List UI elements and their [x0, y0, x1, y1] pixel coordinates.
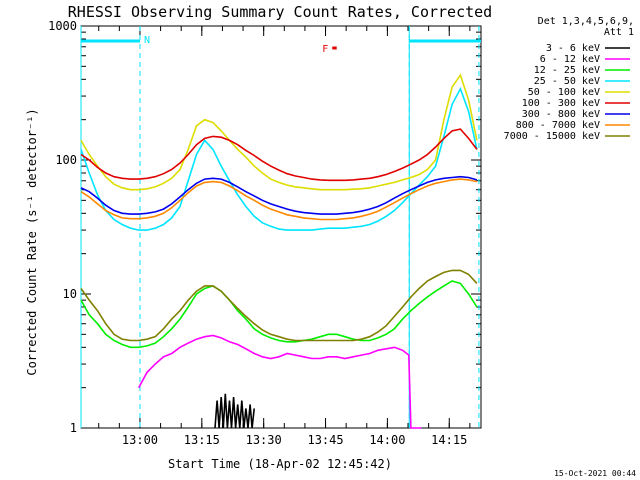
legend-header: Att 1: [604, 27, 634, 38]
series-line-0: [214, 393, 255, 429]
series-line-2: [80, 280, 478, 349]
flare-label: F: [322, 44, 328, 55]
legend-label: 50 - 100 keV: [528, 87, 600, 98]
y-tick-label: 1000: [48, 19, 77, 33]
legend-label: 800 - 7000 keV: [516, 120, 600, 131]
legend-label: 100 - 300 keV: [522, 98, 600, 109]
x-tick-label: 13:30: [246, 433, 282, 447]
series-line-6: [80, 175, 478, 215]
series-line-1: [137, 334, 422, 429]
footer-timestamp: 15-Oct-2021 00:44: [554, 469, 636, 478]
legend-label: 7000 - 15000 keV: [504, 131, 600, 142]
legend-label: 12 - 25 keV: [534, 65, 600, 76]
legend-label: 3 - 6 keV: [546, 43, 600, 54]
x-tick-label: 13:45: [307, 433, 343, 447]
series-line-8: [80, 269, 478, 342]
legend-label: 25 - 50 keV: [534, 76, 600, 87]
x-axis-label: Start Time (18-Apr-02 12:45:42): [168, 457, 392, 471]
series-line-4: [80, 73, 478, 191]
legend-label: 300 - 800 keV: [522, 109, 600, 120]
y-tick-label: 1: [70, 421, 77, 435]
series-line-5: [80, 128, 478, 182]
x-tick-label: 13:00: [122, 433, 158, 447]
chart-title: RHESSI Observing Summary Count Rates, Co…: [68, 3, 492, 21]
x-tick-label: 14:00: [369, 433, 405, 447]
y-axis-label: Corrected Count Rate (s⁻¹ detector⁻¹): [25, 108, 39, 375]
legend-header: Det 1,3,4,5,6,9,: [538, 16, 634, 27]
series-line-7: [80, 178, 478, 221]
plot-frame: [80, 25, 482, 429]
y-tick-label: 10: [63, 287, 77, 301]
night-label: N: [144, 35, 150, 46]
x-tick-label: 14:15: [431, 433, 467, 447]
y-tick-label: 100: [55, 153, 77, 167]
x-tick-label: 13:15: [184, 433, 220, 447]
legend-label: 6 - 12 keV: [540, 54, 600, 65]
plot-area: 1 10 100 1000 13:00 13:15 13:30 13:45 14:00 14:15…: [48, 19, 482, 447]
